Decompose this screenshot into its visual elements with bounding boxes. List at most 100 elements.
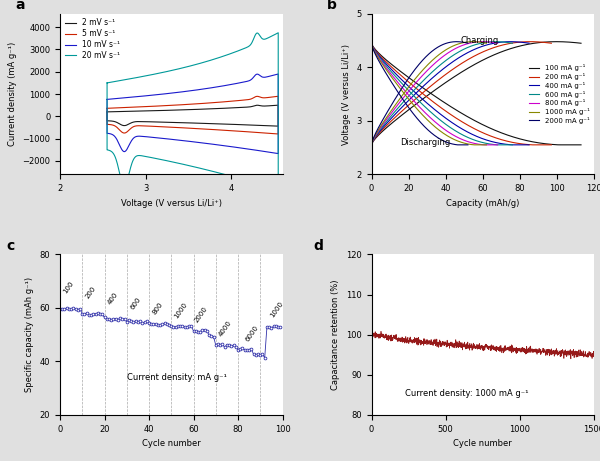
400 mA g⁻¹: [464, 130, 472, 135]
2 mV s⁻¹: [143, 108, 151, 114]
Y-axis label: Voltage (V versus Li/Li⁺): Voltage (V versus Li/Li⁺): [342, 43, 351, 145]
2 mV s⁻¹: [140, 108, 148, 114]
Line: 5 mV s⁻¹: 5 mV s⁻¹: [107, 96, 278, 134]
Text: 4000: 4000: [218, 319, 233, 337]
5 mV s⁻¹: [165, 124, 172, 130]
5 mV s⁻¹: [140, 104, 148, 109]
800 mA g⁻¹: [482, 142, 490, 148]
X-axis label: Voltage (V versus Li/Li⁺): Voltage (V versus Li/Li⁺): [121, 199, 222, 207]
Text: Charging: Charging: [461, 35, 499, 45]
10 mV s⁻¹: [164, 91, 172, 96]
10 mV s⁻¹: [275, 71, 282, 77]
200 mA g⁻¹: [520, 142, 527, 147]
1000 mA g⁻¹: [368, 41, 375, 46]
800 mA g⁻¹: [368, 42, 376, 48]
20 mV s⁻¹: [103, 80, 110, 86]
5 mV s⁻¹: [143, 104, 151, 109]
Text: 200: 200: [85, 285, 97, 300]
20 mV s⁻¹: [164, 69, 172, 74]
2 mV s⁻¹: [103, 109, 110, 115]
200 mA g⁻¹: [532, 142, 539, 148]
1000 mA g⁻¹: [465, 142, 472, 147]
Line: 2 mV s⁻¹: 2 mV s⁻¹: [107, 105, 278, 126]
2 mV s⁻¹: [103, 109, 110, 115]
X-axis label: Cycle number: Cycle number: [142, 439, 200, 448]
20 mV s⁻¹: [165, 158, 172, 164]
Text: 400: 400: [107, 291, 119, 305]
X-axis label: Cycle number: Cycle number: [454, 439, 512, 448]
800 mA g⁻¹: [445, 130, 452, 135]
200 mA g⁻¹: [475, 128, 482, 134]
100 mA g⁻¹: [555, 142, 562, 148]
Text: 600: 600: [129, 296, 142, 311]
X-axis label: Capacity (mAh/g): Capacity (mAh/g): [446, 199, 520, 207]
100 mA g⁻¹: [368, 42, 376, 48]
2000 mA g⁻¹: [368, 41, 375, 46]
20 mV s⁻¹: [162, 69, 169, 75]
Text: Current density: 1000 mA g⁻¹: Current density: 1000 mA g⁻¹: [405, 389, 529, 398]
800 mA g⁻¹: [494, 142, 501, 148]
800 mA g⁻¹: [443, 128, 450, 133]
400 mA g⁻¹: [501, 142, 508, 147]
2 mV s⁻¹: [164, 107, 172, 113]
2000 mA g⁻¹: [455, 142, 463, 148]
200 mA g⁻¹: [368, 41, 375, 46]
400 mA g⁻¹: [526, 142, 533, 148]
2000 mA g⁻¹: [425, 128, 433, 134]
100 mA g⁻¹: [544, 142, 551, 147]
Line: 400 mA g⁻¹: 400 mA g⁻¹: [371, 43, 529, 145]
400 mA g⁻¹: [368, 41, 375, 46]
600 mA g⁻¹: [496, 142, 503, 148]
10 mV s⁻¹: [140, 93, 148, 99]
10 mV s⁻¹: [103, 97, 110, 102]
10 mV s⁻¹: [143, 93, 151, 99]
Text: 6000: 6000: [245, 325, 260, 343]
Y-axis label: Current density (mA g⁻¹): Current density (mA g⁻¹): [8, 42, 17, 146]
100 mA g⁻¹: [368, 41, 375, 46]
2 mV s⁻¹: [165, 119, 172, 125]
Line: 800 mA g⁻¹: 800 mA g⁻¹: [371, 43, 497, 145]
5 mV s⁻¹: [164, 103, 172, 108]
20 mV s⁻¹: [275, 187, 282, 193]
200 mA g⁻¹: [478, 130, 485, 135]
100 mA g⁻¹: [577, 142, 584, 148]
200 mA g⁻¹: [529, 142, 536, 148]
Text: b: b: [327, 0, 337, 12]
Y-axis label: Specific capacity (mAh g⁻¹): Specific capacity (mAh g⁻¹): [25, 277, 34, 392]
5 mV s⁻¹: [103, 106, 110, 111]
5 mV s⁻¹: [103, 106, 110, 111]
20 mV s⁻¹: [221, 172, 229, 177]
Text: 800: 800: [151, 301, 164, 316]
Line: 1000 mA g⁻¹: 1000 mA g⁻¹: [371, 43, 487, 145]
2 mV s⁻¹: [275, 102, 282, 108]
1000 mA g⁻¹: [436, 128, 443, 134]
2000 mA g⁻¹: [425, 128, 432, 133]
400 mA g⁻¹: [461, 128, 469, 133]
2 mV s⁻¹: [221, 121, 229, 127]
100 mA g⁻¹: [492, 128, 499, 133]
400 mA g⁻¹: [462, 128, 469, 134]
1000 mA g⁻¹: [483, 142, 490, 148]
10 mV s⁻¹: [165, 136, 172, 142]
Text: 1000: 1000: [269, 301, 284, 319]
Line: 10 mV s⁻¹: 10 mV s⁻¹: [107, 74, 278, 154]
200 mA g⁻¹: [368, 42, 376, 48]
10 mV s⁻¹: [103, 97, 110, 102]
Legend: 100 mA g⁻¹, 200 mA g⁻¹, 400 mA g⁻¹, 600 mA g⁻¹, 800 mA g⁻¹, 1000 mA g⁻¹, 2000 mA: 100 mA g⁻¹, 200 mA g⁻¹, 400 mA g⁻¹, 600 …: [526, 62, 593, 126]
Text: 100: 100: [62, 280, 75, 295]
2000 mA g⁻¹: [449, 142, 457, 147]
600 mA g⁻¹: [509, 142, 516, 148]
2000 mA g⁻¹: [368, 42, 376, 48]
Text: Discharging: Discharging: [400, 138, 451, 148]
600 mA g⁻¹: [452, 128, 459, 134]
600 mA g⁻¹: [454, 130, 461, 135]
600 mA g⁻¹: [451, 128, 458, 133]
20 mV s⁻¹: [275, 30, 282, 35]
5 mV s⁻¹: [221, 128, 229, 133]
20 mV s⁻¹: [140, 73, 148, 79]
Text: 2000: 2000: [193, 306, 209, 324]
Line: 200 mA g⁻¹: 200 mA g⁻¹: [371, 43, 551, 145]
100 mA g⁻¹: [559, 142, 566, 148]
Line: 2000 mA g⁻¹: 2000 mA g⁻¹: [371, 43, 468, 145]
20 mV s⁻¹: [103, 80, 110, 86]
